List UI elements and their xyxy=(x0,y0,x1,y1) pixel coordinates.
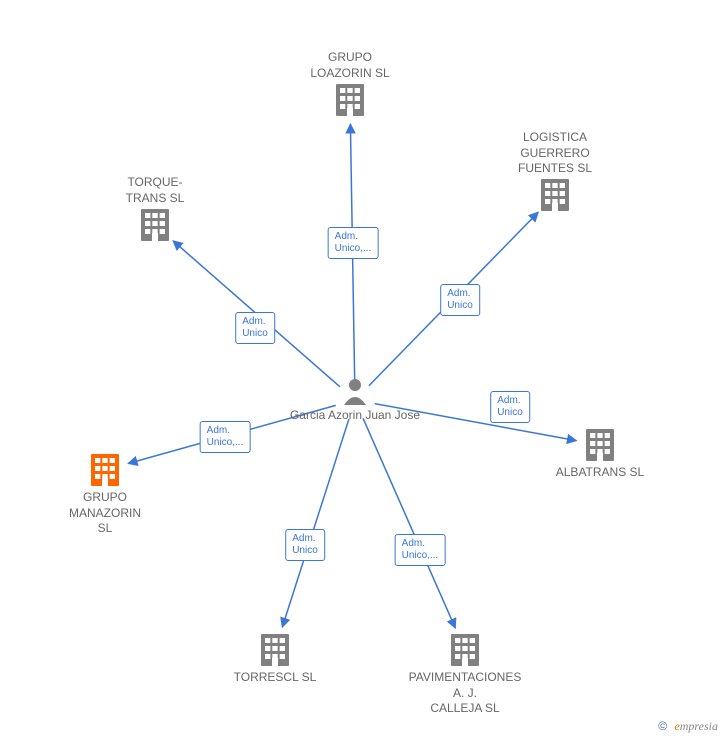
network-canvas xyxy=(0,0,728,740)
edge-label: Adm. Unico xyxy=(285,529,325,561)
edge-label: Adm. Unico,... xyxy=(328,227,379,259)
copyright-symbol: © xyxy=(658,719,667,733)
edge-label: Adm. Unico xyxy=(235,312,275,344)
brand-rest: mpresia xyxy=(680,719,718,733)
node-label: TORRESCL SL xyxy=(234,670,317,686)
center-node-label: Garcia Azorin Juan Jose xyxy=(290,408,420,424)
node-label: GRUPO LOAZORIN SL xyxy=(310,50,389,81)
edge-label: Adm. Unico xyxy=(440,284,480,316)
credit: © empresia xyxy=(658,719,718,734)
node-label: GRUPO MANAZORIN SL xyxy=(69,490,141,537)
edge-label: Adm. Unico xyxy=(490,391,530,423)
node-label: TORQUE- TRANS SL xyxy=(126,175,185,206)
node-label: LOGISTICA GUERRERO FUENTES SL xyxy=(518,130,592,177)
node-label: ALBATRANS SL xyxy=(556,465,644,481)
edge-label: Adm. Unico,... xyxy=(200,421,251,453)
edge-label: Adm. Unico,... xyxy=(395,534,446,566)
node-label: PAVIMENTACIONES A. J. CALLEJA SL xyxy=(409,670,522,717)
